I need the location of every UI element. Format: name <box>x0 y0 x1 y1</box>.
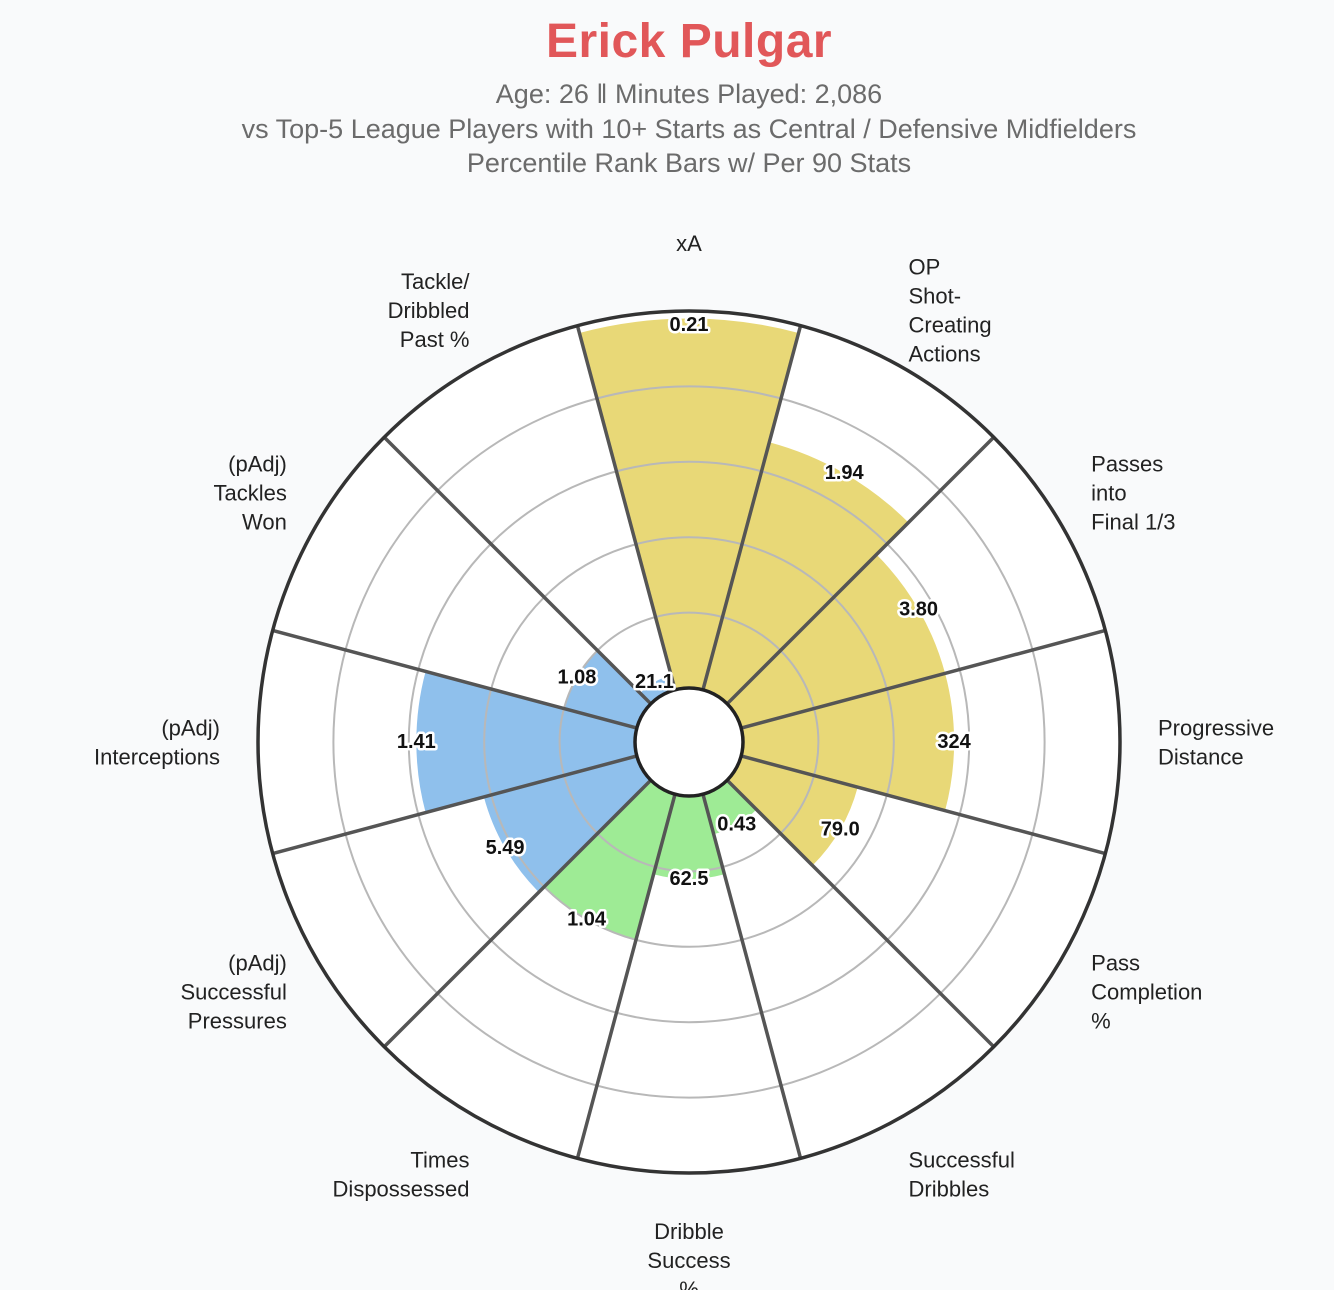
bar-6 <box>653 794 725 879</box>
value-label-0: 0.21 <box>670 314 709 336</box>
category-label-7: Times Dispossessed <box>333 1147 470 1201</box>
grid-ring-80 <box>332 385 1046 1099</box>
spoke-9 <box>272 754 638 856</box>
category-label-8: (pAdj) Successful Pressures <box>180 950 286 1033</box>
grid-ring-40 <box>483 536 895 948</box>
value-label-7: 1.04 <box>567 908 607 930</box>
value-label-8: 5.49 <box>486 837 525 859</box>
grid-ring-20 <box>558 611 820 873</box>
category-label-2: Passes into Final 1/3 <box>1091 451 1175 534</box>
center-hole <box>633 686 745 798</box>
value-label-5: 0.43 <box>717 814 756 836</box>
spoke-7 <box>575 793 677 1159</box>
spoke-0 <box>575 325 677 691</box>
bar-5 <box>702 780 757 835</box>
spoke-6 <box>701 793 803 1159</box>
value-label-6: 62.5 <box>670 868 709 890</box>
outer-ring <box>256 309 1122 1175</box>
value-label-9: 1.41 <box>397 731 436 753</box>
spoke-3 <box>740 628 1106 730</box>
spoke-8 <box>382 778 653 1049</box>
bar-9 <box>416 671 637 813</box>
category-label-11: Tackle/Dribbled Past % <box>388 268 471 351</box>
value-label-11: 21.1 <box>635 671 674 693</box>
bar-3 <box>741 673 955 811</box>
bar-0 <box>579 318 799 690</box>
bar-4 <box>727 755 858 866</box>
bar-2 <box>727 554 946 729</box>
value-label-2: 3.80 <box>899 598 938 620</box>
value-label-1: 1.94 <box>825 462 865 484</box>
chart-subtitle-age-minutes: Age: 26 ‖ Minutes Played: 2,086 <box>495 79 883 109</box>
value-label-4: 79.0 <box>821 818 860 840</box>
category-label-1: OP Shot-Creating Actions <box>909 254 992 366</box>
category-label-9: (pAdj) Interceptions <box>94 715 220 769</box>
chart-subtitle-comparison: vs Top-5 League Players with 10+ Starts … <box>241 114 1137 144</box>
bar-11 <box>640 675 676 704</box>
category-label-6: Dribble Success% <box>647 1219 730 1290</box>
spoke-1 <box>701 325 803 691</box>
category-label-0: xA <box>676 231 702 256</box>
spoke-11 <box>382 435 653 706</box>
category-label-4: Pass Completion% <box>1091 950 1202 1033</box>
category-label-3: Progressive Distance <box>1158 715 1274 769</box>
bar-7 <box>544 780 676 940</box>
value-label-3: 324 <box>937 731 971 753</box>
spoke-2 <box>725 435 996 706</box>
bar-8 <box>483 755 651 893</box>
value-label-10: 1.08 <box>557 666 596 688</box>
grid-ring-60 <box>407 460 971 1024</box>
category-label-5: Successful Dribbles <box>909 1147 1015 1201</box>
chart-title: Erick Pulgar <box>545 15 833 68</box>
spoke-10 <box>272 628 638 730</box>
spoke-5 <box>725 778 996 1049</box>
bar-10 <box>564 650 651 729</box>
chart-subtitle-method: Percentile Rank Bars w/ Per 90 Stats <box>466 148 912 178</box>
spoke-4 <box>740 754 1106 856</box>
category-label-10: (pAdj) Tackles Won <box>213 451 286 534</box>
